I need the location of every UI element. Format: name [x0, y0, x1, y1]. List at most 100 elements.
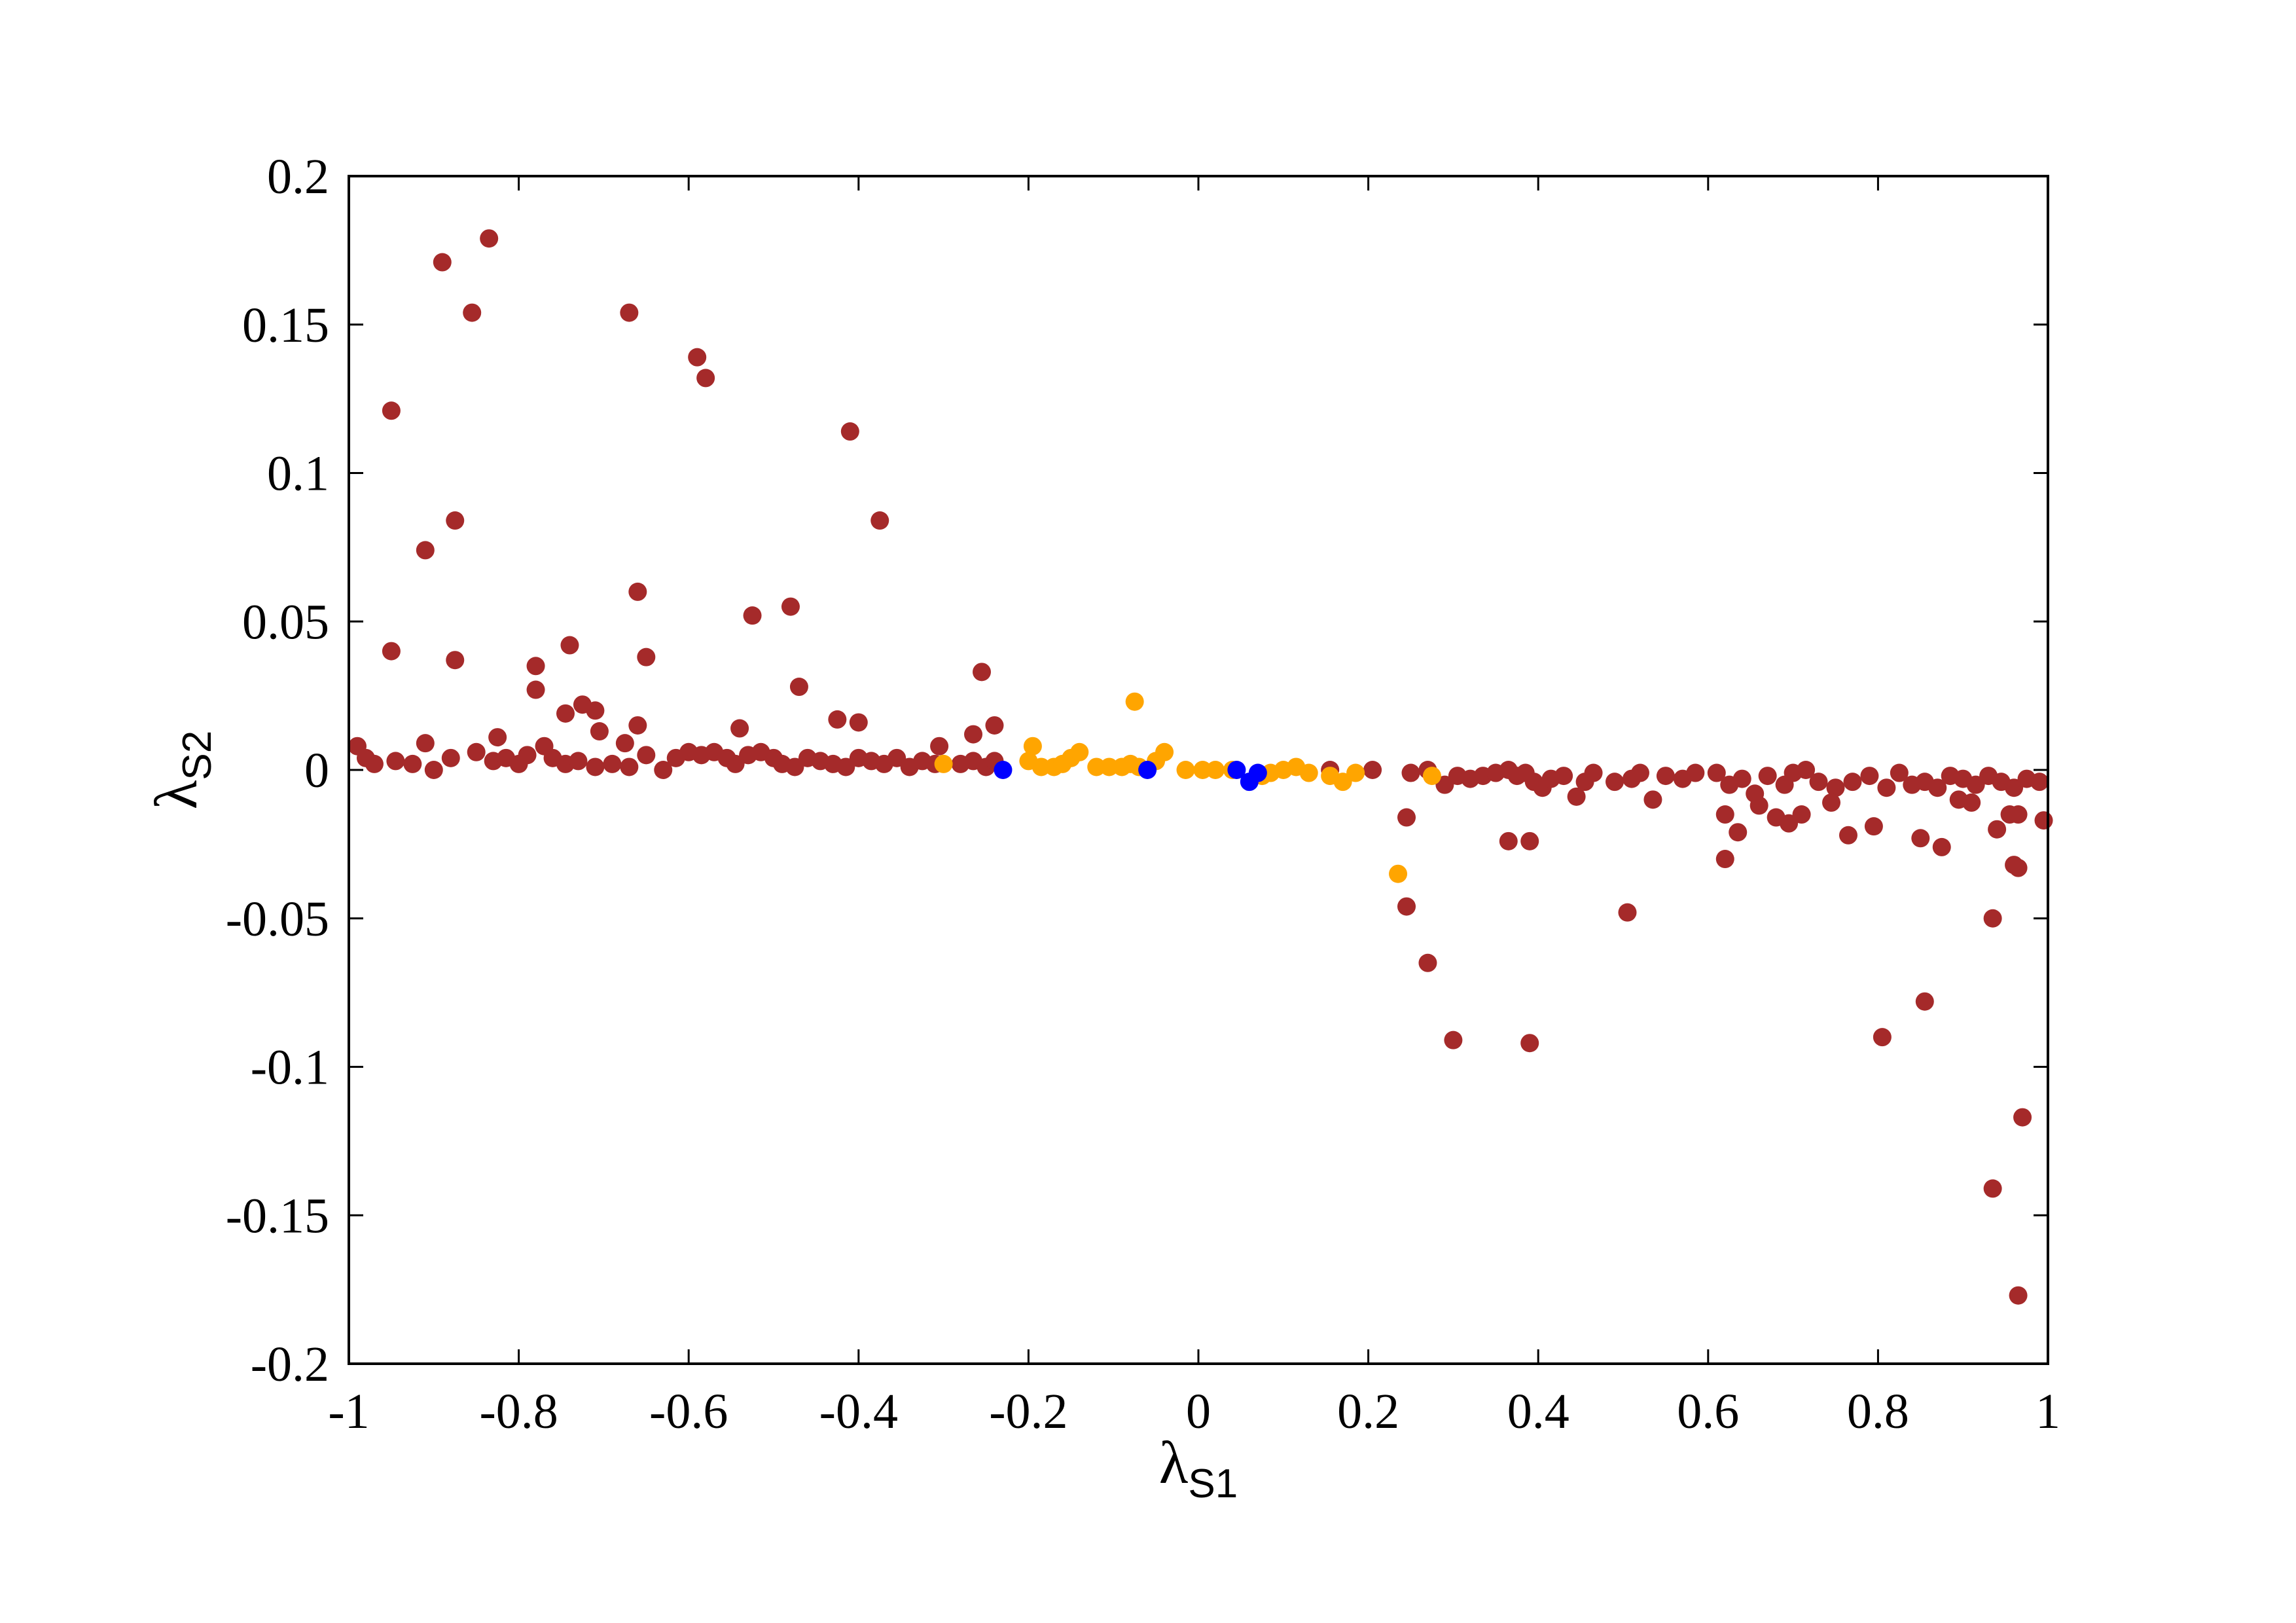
data-point	[1248, 763, 1267, 782]
data-point	[2009, 858, 2028, 877]
data-point	[1686, 763, 1705, 782]
x-tick-label: -0.8	[479, 1384, 558, 1439]
data-point	[365, 754, 384, 773]
data-point	[1346, 763, 1365, 782]
x-tick-label: 0.4	[1507, 1384, 1570, 1439]
x-tick-label: -0.6	[649, 1384, 728, 1439]
data-point	[603, 754, 622, 773]
x-tick-label: -0.2	[989, 1384, 1067, 1439]
data-point	[1915, 992, 1934, 1011]
data-point	[828, 710, 847, 729]
data-point	[1618, 903, 1637, 922]
data-point	[2009, 805, 2028, 824]
data-point	[1797, 761, 1816, 779]
axes: -1 -0.8 -0.6 -0.4 -0.2 0 0.2 0.4 0.6 0.8 1 0.2 0.15 0…	[226, 149, 2060, 1439]
data-point	[743, 606, 762, 625]
data-point	[789, 678, 808, 697]
data-point	[1873, 1028, 1892, 1047]
data-point	[416, 734, 435, 753]
data-point	[463, 303, 482, 322]
data-point	[1983, 909, 2002, 928]
data-point	[446, 651, 465, 670]
data-point	[973, 663, 992, 682]
data-point	[1707, 763, 1726, 782]
data-point	[480, 229, 499, 248]
data-point	[1928, 778, 1947, 797]
data-point	[1749, 796, 1768, 815]
data-point	[1444, 1030, 1463, 1049]
data-point	[1333, 773, 1352, 792]
data-point	[467, 742, 486, 761]
data-point	[781, 597, 800, 616]
data-point	[1520, 831, 1539, 850]
data-point	[1155, 742, 1174, 761]
data-point	[1630, 763, 1649, 782]
data-point	[1138, 761, 1157, 779]
data-point	[1567, 787, 1586, 806]
data-point	[446, 511, 465, 530]
data-point	[1435, 775, 1454, 794]
data-point	[637, 647, 656, 666]
data-point	[1839, 826, 1857, 845]
data-point	[849, 713, 868, 732]
x-tick-label: 1	[2036, 1384, 2060, 1439]
data-point	[1401, 763, 1420, 782]
x-tick-label: -0.4	[819, 1384, 898, 1439]
data-point	[586, 701, 605, 720]
data-point	[1729, 823, 1748, 842]
data-point	[620, 303, 639, 322]
data-point	[1758, 767, 1777, 786]
data-point	[726, 754, 745, 773]
data-point	[964, 725, 983, 744]
data-point	[1792, 805, 1811, 824]
data-point	[688, 348, 707, 367]
data-point	[2030, 773, 2049, 792]
x-tick-label: 0.2	[1337, 1384, 1399, 1439]
x-tick-label: 0.6	[1677, 1384, 1739, 1439]
data-point	[2009, 1286, 2028, 1305]
y-tick-label: -0.1	[251, 1040, 329, 1095]
x-axis-label: λS1	[1159, 1429, 1238, 1506]
data-point	[416, 541, 435, 560]
data-point	[615, 734, 634, 753]
data-point	[1643, 790, 1662, 809]
data-point	[1100, 757, 1119, 776]
data-point	[840, 422, 859, 441]
data-point	[1911, 829, 1930, 848]
data-point	[1520, 1034, 1539, 1053]
y-tick-label: 0.05	[242, 594, 329, 649]
data-point	[1389, 864, 1408, 883]
data-point	[620, 757, 639, 776]
data-point	[730, 719, 749, 738]
y-tick-label: 0.2	[267, 149, 329, 204]
data-point	[1864, 817, 1883, 836]
data-point	[1656, 767, 1675, 786]
data-point	[637, 746, 656, 765]
data-point	[556, 704, 575, 723]
data-point	[628, 582, 647, 601]
data-point	[1418, 953, 1437, 972]
data-point	[586, 757, 605, 776]
y-axis-label: λS2	[143, 731, 220, 809]
data-point	[1809, 773, 1828, 792]
data-point	[1605, 773, 1624, 792]
data-point	[2013, 1108, 2032, 1127]
data-point	[1890, 763, 1909, 782]
data-point	[1932, 837, 1951, 856]
data-point	[1422, 767, 1441, 786]
data-point	[518, 746, 537, 765]
data-point	[2034, 811, 2053, 830]
data-point	[628, 716, 647, 735]
data-point	[985, 716, 1004, 735]
data-point	[1962, 793, 1981, 812]
data-point	[1176, 761, 1195, 779]
data-point	[1070, 742, 1089, 761]
data-point	[1397, 808, 1416, 827]
y-tick-label: -0.15	[226, 1188, 329, 1243]
plot-frame	[348, 175, 2049, 1365]
data-point	[836, 757, 855, 776]
data-point	[1363, 761, 1382, 779]
data-point	[1715, 805, 1734, 824]
x-tick-label: 0	[1186, 1384, 1211, 1439]
